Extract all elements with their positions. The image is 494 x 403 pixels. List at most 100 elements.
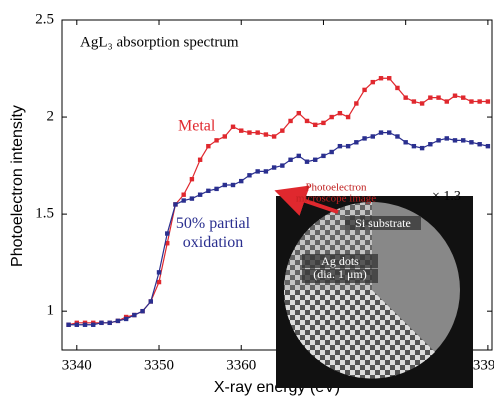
series-label: Metal [178,118,216,135]
data-point [354,101,358,105]
data-point [395,134,399,138]
x-tick-label: 3350 [144,357,174,373]
data-point [157,270,161,274]
data-point [445,136,449,140]
data-point [107,321,111,325]
data-point [75,323,79,327]
data-point [198,193,202,197]
data-point [66,323,70,327]
data-point [346,144,350,148]
data-point [445,99,449,103]
data-point [297,111,301,115]
y-tick-label: 1.5 [35,206,54,222]
data-point [157,280,161,284]
data-point [297,154,301,158]
data-point [420,101,424,105]
data-point [338,111,342,115]
data-point [149,299,153,303]
annotation: × 1.3 [432,189,461,204]
data-point [239,128,243,132]
data-point [272,165,276,169]
data-point [288,158,292,162]
data-point [313,158,317,162]
y-tick-label: 2 [47,108,55,124]
chart-title: AgL₃ absorption spectrum [80,34,239,50]
data-point [371,134,375,138]
data-point [231,125,235,129]
data-point [247,173,251,177]
data-point [288,119,292,123]
data-point [231,183,235,187]
data-point [486,99,490,103]
data-point [190,196,194,200]
data-point [223,134,227,138]
data-point [264,169,268,173]
data-point [313,123,317,127]
data-point [387,76,391,80]
data-point [453,94,457,98]
data-point [206,189,210,193]
data-point [255,130,259,134]
annotation: microscope image [296,193,376,205]
data-point [83,323,87,327]
data-point [140,309,144,313]
y-axis-label: Photoelectron intensity [9,105,26,267]
data-point [99,321,103,325]
data-point [321,121,325,125]
data-point [420,146,424,150]
data-point [247,130,251,134]
y-tick-label: 2.5 [35,11,54,27]
data-point [436,138,440,142]
data-point [338,144,342,148]
data-point [214,187,218,191]
data-point [280,163,284,167]
data-point [477,99,481,103]
data-point [173,202,177,206]
data-point [264,132,268,136]
data-point [403,140,407,144]
data-point [362,88,366,92]
data-point [198,158,202,162]
data-point [379,76,383,80]
data-point [181,193,185,197]
x-tick-label: 3340 [62,357,92,373]
data-point [354,140,358,144]
data-point [461,138,465,142]
data-point [412,99,416,103]
data-point [255,169,259,173]
data-point [461,95,465,99]
data-point [272,134,276,138]
data-point [477,142,481,146]
data-point [181,198,185,202]
data-point [412,144,416,148]
x-tick-label: 3390 [473,357,494,373]
data-point [223,183,227,187]
data-point [346,115,350,119]
data-point [436,95,440,99]
data-point [453,138,457,142]
data-point [428,142,432,146]
series-label: 50% partial oxidation [158,214,268,252]
data-point [124,317,128,321]
data-point [214,138,218,142]
data-point [387,130,391,134]
data-point [91,323,95,327]
data-point [428,95,432,99]
data-point [190,177,194,181]
data-point [403,95,407,99]
x-tick-label: 3360 [226,357,256,373]
data-point [305,119,309,123]
y-tick-label: 1 [47,303,55,319]
data-point [486,144,490,148]
data-point [329,115,333,119]
chart: AgL₃ absorption spectrum X-ray energy (e… [0,0,494,403]
annotation: (dia. 1 μm) [313,267,366,281]
data-point [469,140,473,144]
data-point [395,86,399,90]
data-point [379,130,383,134]
data-point [329,150,333,154]
data-point [239,179,243,183]
page: AgL₃ absorption spectrum X-ray energy (e… [0,0,494,403]
data-point [321,154,325,158]
data-point [206,144,210,148]
